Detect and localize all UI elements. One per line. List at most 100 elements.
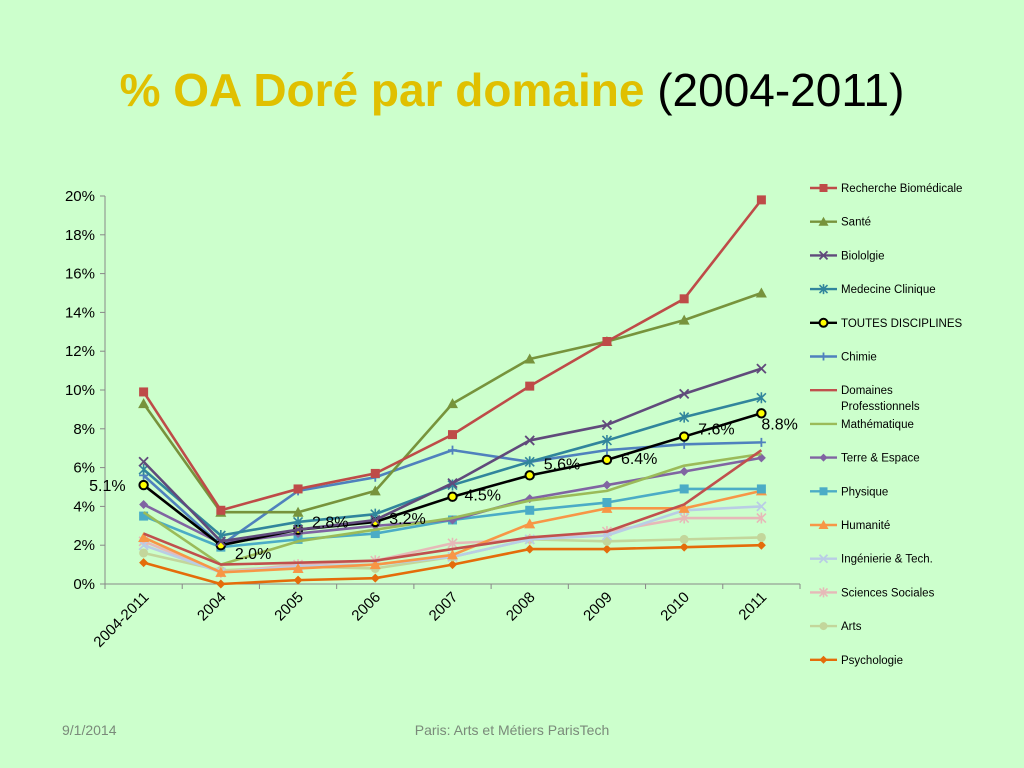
legend-marker: [818, 250, 829, 261]
data-point: [139, 499, 149, 509]
data-point: [679, 411, 690, 423]
y-tick-label: 8%: [73, 421, 95, 438]
title-rest: (2004-2011): [657, 64, 905, 116]
chart-legend: Recherche Biomédicale Santé Biololgie Medec…: [810, 183, 963, 667]
x-tick-label: 2005: [271, 589, 307, 625]
legend-label: Terre & Espace: [841, 453, 920, 465]
x-tick-label: 2011: [735, 589, 770, 624]
legend-marker: [818, 587, 829, 598]
legend-marker: [818, 554, 829, 564]
legend-item: Psychologie: [810, 655, 903, 667]
legend-label: TOUTES DISCIPLINES: [841, 318, 963, 330]
data-point: [370, 514, 381, 526]
legend-label: Domaines Professtionnels: [841, 385, 920, 413]
data-point: [756, 363, 767, 374]
data-point: [138, 456, 149, 467]
y-tick-label: 12%: [65, 343, 95, 360]
legend-item: TOUTES DISCIPLINES: [810, 317, 963, 330]
data-point: [756, 532, 766, 542]
data-point: [601, 454, 613, 466]
data-label: 2.8%: [312, 515, 348, 532]
legend-marker: [818, 284, 829, 295]
legend-label: Physique: [841, 486, 888, 498]
legend-item: Biololgie: [810, 250, 884, 262]
x-tick-label: 2007: [426, 589, 462, 625]
series-domaines-professtionnels: [143, 449, 763, 566]
data-point: [447, 477, 458, 489]
data-point: [293, 534, 303, 544]
series-biololgie: [138, 363, 767, 547]
data-point: [138, 531, 150, 542]
data-label: 6.4%: [621, 451, 657, 468]
chart-axes: 0% 2% 4% 6% 8% 10% 12% 14% 16% 18% 20% 2004-2011 200…: [65, 188, 801, 651]
legend-item: Chimie: [810, 352, 877, 364]
legend-marker: [819, 184, 828, 192]
data-point: [215, 566, 227, 577]
data-point: [756, 195, 766, 205]
x-tick-label: 2004: [194, 589, 230, 625]
data-point: [678, 314, 690, 325]
legend-label: Sciences Sociales: [841, 587, 935, 599]
x-tick-label: 2008: [503, 589, 539, 625]
legend-item: Humanité: [810, 520, 890, 532]
data-label: 4.5%: [465, 488, 501, 505]
data-point: [369, 485, 381, 496]
data-point: [756, 392, 767, 404]
footer-center: Paris: Arts et Métiers ParisTech: [414, 722, 610, 738]
y-tick-label: 16%: [65, 266, 95, 283]
data-point: [679, 534, 689, 544]
data-point: [292, 516, 304, 528]
data-point: [370, 529, 380, 539]
data-label: 8.8%: [761, 416, 797, 433]
legend-item: Medecine Clinique: [810, 284, 936, 296]
legend-label: Recherche Biomédicale: [841, 183, 962, 195]
data-point: [293, 575, 303, 585]
data-point: [138, 398, 150, 409]
y-tick-label: 18%: [65, 227, 95, 244]
y-tick-label: 20%: [65, 188, 95, 205]
data-point: [139, 558, 149, 568]
legend-item: Arts: [810, 621, 862, 633]
series-recherche-biom-dicale: [139, 195, 766, 515]
data-point: [602, 445, 612, 455]
chart-data-labels: 5.1% 2.0% 2.8% 3.2% 4.5% 5.6% 6.4% 7.6% 8.8%: [89, 416, 798, 563]
y-tick-label: 0%: [73, 576, 95, 593]
series-psychologie: [139, 540, 766, 589]
data-point: [447, 398, 458, 409]
data-point: [524, 435, 535, 446]
data-label: 5.6%: [544, 456, 580, 473]
data-point: [139, 387, 149, 397]
legend-marker: [818, 520, 829, 529]
data-label: 5.1%: [89, 478, 125, 495]
y-tick-label: 6%: [73, 460, 95, 477]
legend-marker: [819, 655, 828, 664]
data-point: [447, 491, 458, 502]
data-point: [215, 536, 226, 547]
legend-marker: [819, 352, 828, 361]
slide-title: % OA Doré par domaine (2004-2011): [0, 62, 1024, 118]
data-point: [601, 419, 613, 431]
data-point: [524, 456, 535, 468]
data-point: [756, 501, 767, 512]
x-tick-label: 2009: [580, 589, 616, 625]
data-point: [602, 498, 612, 508]
data-point: [525, 544, 535, 554]
legend-label: Santé: [841, 217, 871, 229]
data-point: [756, 512, 767, 524]
legend-marker: [818, 317, 829, 328]
x-tick-label: 2010: [657, 589, 693, 625]
data-point: [448, 445, 457, 455]
series-line: [142, 199, 763, 512]
y-tick-label: 2%: [73, 537, 95, 554]
data-label: 3.2%: [389, 511, 425, 528]
data-point: [755, 287, 767, 298]
data-point: [216, 579, 226, 589]
legend-item: Physique: [810, 486, 888, 498]
data-point: [756, 408, 767, 419]
data-point: [138, 540, 149, 551]
data-point: [292, 506, 304, 517]
legend-label: Mathématique: [841, 419, 914, 431]
data-label: 2.0%: [235, 546, 271, 563]
data-point: [679, 512, 690, 524]
data-point: [679, 294, 689, 304]
